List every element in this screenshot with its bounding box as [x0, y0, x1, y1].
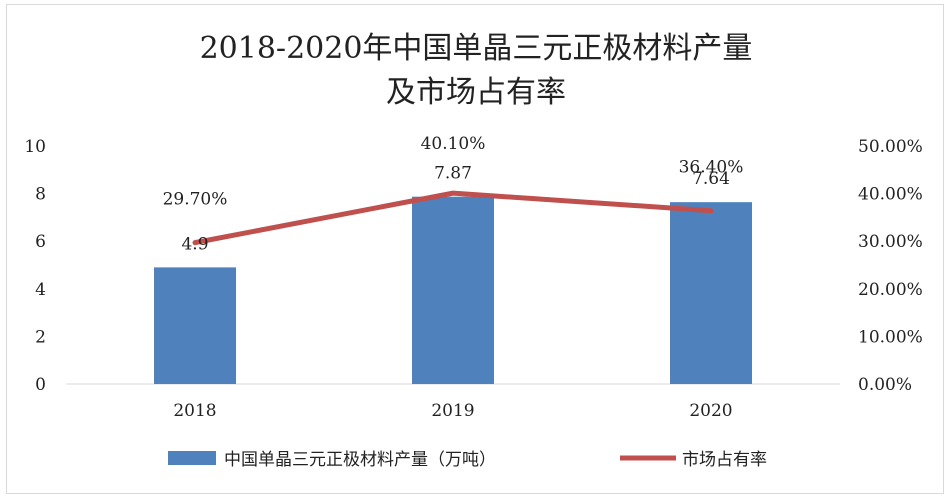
x-tick-label: 2020: [689, 401, 732, 421]
left-tick-label: 10: [24, 137, 46, 157]
left-tick-label: 2: [35, 327, 46, 347]
left-tick-label: 0: [35, 375, 46, 395]
bar-2018: [154, 267, 236, 384]
bar-data-label: 7.87: [434, 164, 472, 184]
bar-data-label: 4.9: [181, 234, 208, 254]
right-tick-label: 50.00%: [858, 137, 923, 157]
left-tick-label: 4: [35, 280, 46, 300]
left-tick-label: 6: [35, 232, 46, 252]
share-line: [192, 190, 714, 246]
legend-bar-label: 中国单晶三元正极材料产量（万吨）: [224, 450, 496, 470]
chart-title-line-1: 2018-2020年中国单晶三元正极材料产量: [200, 31, 753, 66]
x-tick-label: 2019: [431, 401, 474, 421]
right-tick-label: 40.00%: [858, 185, 923, 205]
line-data-label: 40.10%: [421, 134, 486, 154]
line-data-label: 29.70%: [163, 190, 228, 210]
right-tick-label: 0.00%: [858, 375, 912, 395]
legend-bar-swatch: [168, 451, 216, 465]
bar-2019: [412, 196, 494, 384]
right-tick-label: 30.00%: [858, 232, 923, 252]
legend-line-label: 市场占有率: [682, 450, 767, 470]
right-tick-label: 10.00%: [858, 327, 923, 347]
line-data-label: 36.40%: [679, 158, 744, 178]
bar-data-label: 7.64: [692, 169, 730, 189]
chart-title-line-2: 及市场占有率: [386, 75, 566, 110]
bar-2020: [670, 202, 752, 384]
x-tick-label: 2018: [173, 401, 216, 421]
left-tick-label: 8: [35, 185, 46, 205]
right-tick-label: 20.00%: [858, 280, 923, 300]
